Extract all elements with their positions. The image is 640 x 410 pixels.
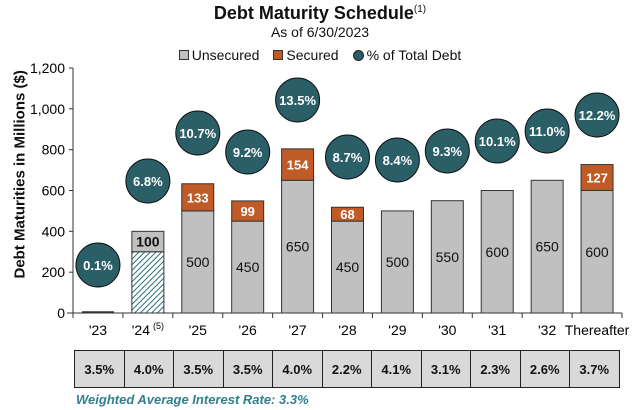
bar-value-label: 133 <box>187 190 209 205</box>
bar-value-label: 450 <box>236 259 260 275</box>
x-tick-label: '26 <box>239 322 257 338</box>
circle-swatch-icon <box>352 49 364 61</box>
y-tick-label: 0 <box>57 305 65 321</box>
pct-total-circle <box>75 242 121 288</box>
bar-value-label: 68 <box>340 207 354 222</box>
pct-total-circle <box>574 92 620 138</box>
pct-total-circle <box>225 129 271 175</box>
y-tick-label: 1,000 <box>30 101 65 117</box>
secured-bar <box>331 206 364 222</box>
x-tick-label: '29 <box>388 322 406 338</box>
bar-value-label: 550 <box>436 249 460 265</box>
unsecured-bar <box>430 200 464 314</box>
y-tick-label: 1,200 <box>30 60 65 76</box>
x-tick-label: Thereafter <box>565 322 630 338</box>
unsecured-swatch-icon <box>178 50 189 60</box>
y-tick-label: 600 <box>42 183 66 199</box>
pct-total-circle <box>175 110 221 156</box>
interest-rate-cell: 4.0% <box>273 351 323 387</box>
secured-bar <box>281 148 315 181</box>
bar-value-label: 450 <box>336 259 360 275</box>
pct-total-circle <box>275 77 321 123</box>
y-tick-label: 800 <box>42 142 66 158</box>
hatched-bar <box>131 251 165 314</box>
pct-total-circle <box>524 108 570 154</box>
pct-total-circle <box>374 137 420 183</box>
interest-rate-cell: 2.2% <box>322 351 372 387</box>
pct-total-label: 12.2% <box>579 108 616 123</box>
interest-rate-cell: 3.5% <box>75 351 125 387</box>
interest-rate-cell: 3.5% <box>174 351 224 387</box>
bar-value-label: 600 <box>585 244 609 260</box>
pct-total-label: 6.8% <box>133 174 163 189</box>
interest-rate-cell: 4.1% <box>372 351 422 387</box>
unsecured-bar <box>181 210 215 314</box>
bar-value-label: 127 <box>586 171 608 186</box>
pct-total-label: 10.1% <box>479 134 516 149</box>
unsecured-bar <box>131 230 165 253</box>
pct-total-label: 9.2% <box>233 145 263 160</box>
pct-total-label: 9.3% <box>432 144 462 159</box>
unsecured-bar <box>480 190 514 314</box>
bar-value-label: 650 <box>286 239 310 255</box>
x-tick-label: '28 <box>338 322 356 338</box>
bar-value-label: 650 <box>535 239 559 255</box>
bar-value-label: 600 <box>486 244 510 260</box>
secured-bar <box>181 183 215 212</box>
pct-total-label: 8.4% <box>383 153 413 168</box>
pct-total-label: 8.7% <box>333 150 363 165</box>
pct-total-circle <box>424 128 470 174</box>
x-tick-label: '31 <box>488 322 506 338</box>
pct-total-label: 10.7% <box>179 126 216 141</box>
interest-rate-cell: 3.7% <box>570 351 619 387</box>
x-tick-label: '32 <box>538 322 556 338</box>
x-tick-label: '23 <box>89 322 107 338</box>
chart-subtitle: As of 6/30/2023 <box>270 24 370 40</box>
pct-total-circle <box>325 134 370 180</box>
unsecured-bar <box>530 179 564 314</box>
pct-total-label: 13.5% <box>279 93 316 108</box>
interest-rate-cell: 2.3% <box>471 351 521 387</box>
weighted-average-rate: Weighted Average Interest Rate: 3.3% <box>76 392 309 407</box>
secured-swatch-icon <box>273 50 284 60</box>
pct-total-label: 0.1% <box>83 258 113 273</box>
y-tick-label: 200 <box>42 264 66 280</box>
interest-rate-cell: 4.0% <box>124 351 174 387</box>
x-tick-label: '27 <box>288 322 306 338</box>
secured-bar <box>580 164 614 191</box>
bar-value-label: 500 <box>186 254 210 270</box>
pct-total-circle <box>474 118 520 164</box>
unsecured-bar <box>231 220 265 314</box>
y-tick-label: 400 <box>42 223 66 239</box>
bar-value-label: 154 <box>287 158 309 173</box>
interest-rate-table: 3.5% 4.0% 3.5% 3.5% 4.0% 2.2% 4.1% 3.1% 2.3% 2.6%… <box>74 350 620 388</box>
x-tick-label: '30 <box>438 322 456 338</box>
interest-rate-cell: 2.6% <box>520 351 570 387</box>
unsecured-bar <box>380 210 414 314</box>
unsecured-bar <box>331 220 364 314</box>
bar-value-label: 99 <box>240 204 254 219</box>
x-tick-label: '24 (5) <box>132 321 164 338</box>
legend-pct-total: % of Total Debt <box>352 47 461 63</box>
x-tick-label: '25 <box>189 322 207 338</box>
legend: Unsecured Secured % of Total Debt <box>0 47 640 63</box>
unsecured-bar <box>281 179 315 314</box>
interest-rate-cell: 3.5% <box>223 351 273 387</box>
chart-plot: 0 200 400 600 800 1,000 1,200 '23 '24 (5) '25 '26 '2… <box>30 60 630 338</box>
legend-unsecured: Unsecured <box>178 47 259 63</box>
bar-value-label: 100 <box>136 234 160 250</box>
pct-total-circle <box>125 158 171 204</box>
chart-title: Debt Maturity Schedule(1) <box>213 3 427 23</box>
secured-bar <box>231 200 265 222</box>
bar-value-label: 500 <box>386 254 410 270</box>
pct-total-label: 11.0% <box>529 124 566 139</box>
legend-secured: Secured <box>273 47 339 63</box>
interest-rate-cell: 3.1% <box>421 351 471 387</box>
